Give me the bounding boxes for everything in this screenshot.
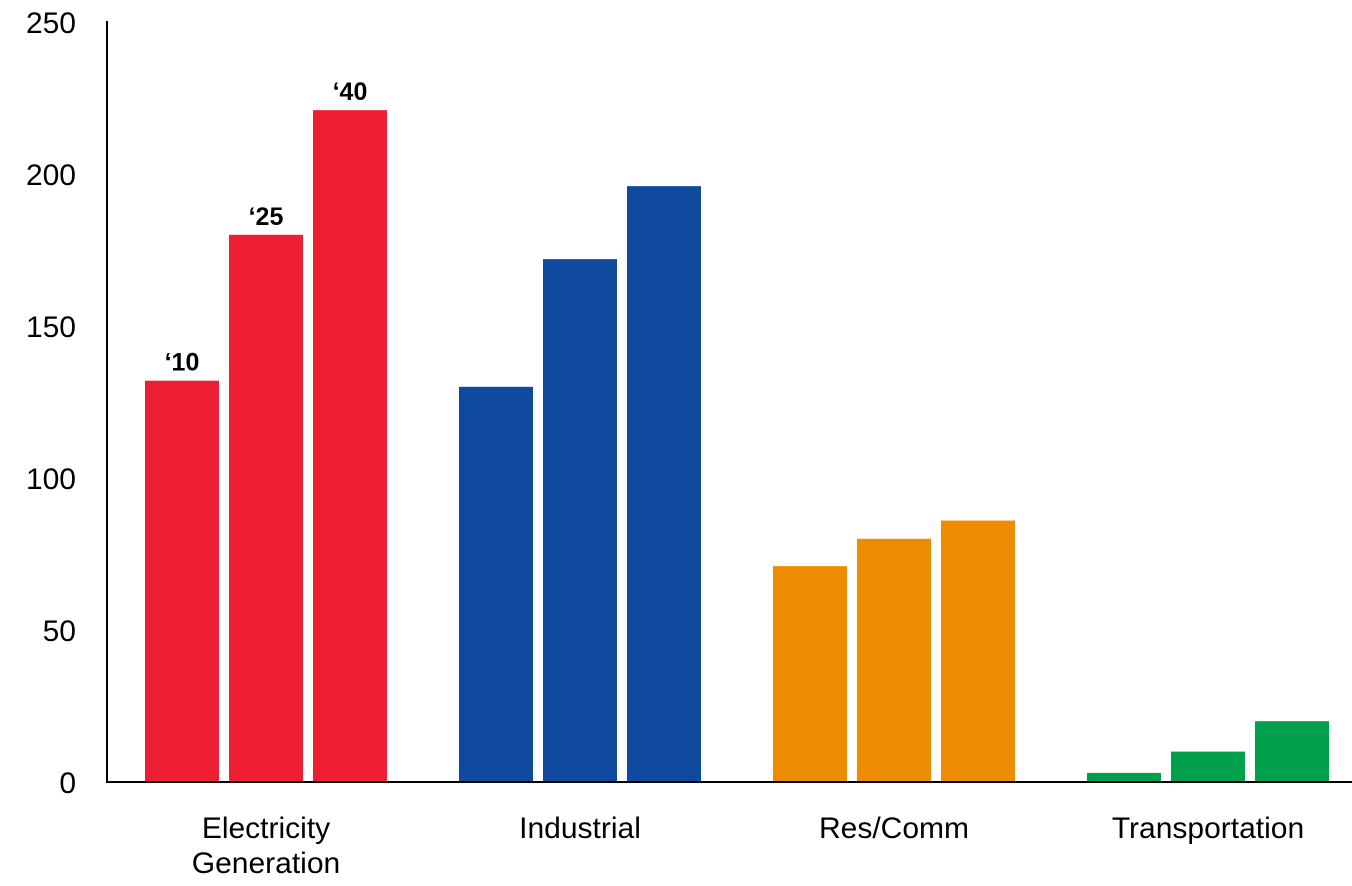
bar-0-2 [313, 110, 387, 782]
year-label-2: ‘40 [333, 78, 368, 106]
bar-3-1 [1171, 751, 1245, 782]
category-label-0-1: Generation [192, 847, 340, 880]
year-labels: ‘10 ‘25 ‘40 [165, 78, 368, 377]
bar-3-2 [1255, 721, 1329, 782]
bar-0-0 [145, 380, 219, 782]
bar-2-0 [773, 566, 847, 782]
category-label-2-0: Res/Comm [819, 812, 969, 845]
y-tick-label-0: 0 [59, 767, 76, 800]
y-tick-label-200: 200 [26, 159, 76, 192]
bar-2-1 [857, 538, 931, 782]
bars [145, 110, 1329, 783]
y-tick-label-100: 100 [26, 463, 76, 496]
year-label-0: ‘10 [165, 349, 200, 377]
bar-0-1 [229, 234, 303, 783]
year-label-1: ‘25 [249, 203, 284, 231]
category-label-0-0: Electricity [202, 812, 330, 845]
y-tick-label-150: 150 [26, 311, 76, 344]
bar-1-0 [459, 386, 533, 782]
bar-2-2 [941, 520, 1015, 782]
y-axis-ticks: 0 50 100 150 200 250 [26, 7, 76, 800]
y-tick-label-250: 250 [26, 7, 76, 40]
bar-3-0 [1087, 772, 1161, 782]
category-label-1-0: Industrial [519, 812, 641, 845]
y-tick-label-50: 50 [43, 615, 76, 648]
bar-1-2 [627, 186, 701, 782]
bar-1-1 [543, 259, 617, 782]
category-label-3-0: Transportation [1112, 812, 1304, 845]
